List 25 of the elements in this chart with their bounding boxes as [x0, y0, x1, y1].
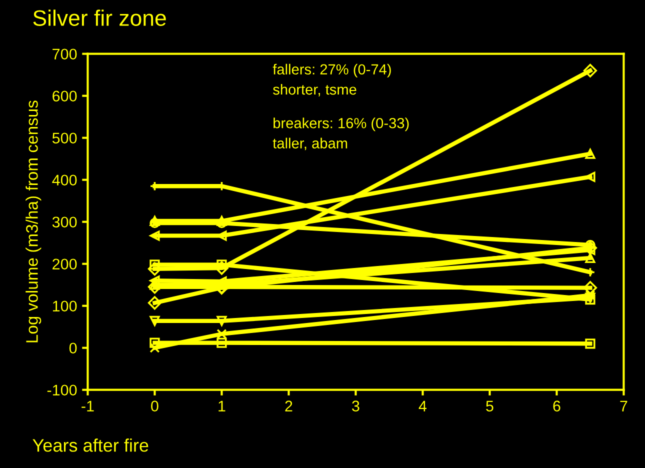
- x-tick-label: 7: [620, 400, 628, 412]
- annotation: breakers: 16% (0-33): [274, 118, 409, 132]
- x-tick-label: 2: [285, 400, 292, 412]
- y-axis-title: Log volume (m3/ha) from census: [26, 100, 42, 342]
- y-tick-label: 200: [52, 258, 77, 270]
- x-tick-label: 4: [418, 400, 427, 412]
- y-tick-label: -100: [47, 384, 77, 396]
- annotation: fallers: 27% (0-74): [272, 64, 391, 78]
- x-axis-title: Years after fire: [32, 438, 148, 452]
- x-tick-label: 5: [486, 400, 494, 412]
- y-tick-label: 0: [69, 342, 77, 354]
- x-tick-label: 1: [218, 400, 226, 412]
- chart-title: Silver fir zone: [33, 10, 166, 26]
- y-tick-label: 600: [52, 90, 77, 102]
- x-tick-label: 0: [151, 400, 158, 412]
- y-tick-label: 400: [52, 174, 77, 186]
- y-tick-label: 300: [52, 216, 77, 228]
- x-tick-label: -1: [82, 400, 94, 412]
- annotation: taller, abam: [272, 138, 348, 150]
- y-tick-label: 700: [52, 48, 77, 60]
- annotation: shorter, tsme: [273, 84, 356, 96]
- y-tick-label: 500: [52, 132, 77, 144]
- x-tick-label: 6: [553, 400, 560, 412]
- x-tick-label: 3: [352, 400, 360, 412]
- y-tick-label: 100: [52, 300, 77, 312]
